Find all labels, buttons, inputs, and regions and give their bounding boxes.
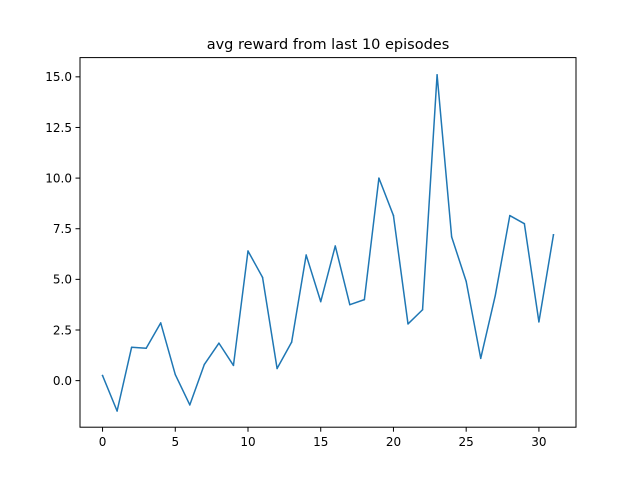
y-tick-label: 12.5 [45, 121, 72, 135]
plot-frame [79, 57, 577, 428]
x-tick-label: 15 [313, 435, 328, 449]
x-tick-label: 20 [386, 435, 401, 449]
x-tick-label: 0 [99, 435, 107, 449]
y-tick-label: 2.5 [53, 323, 72, 337]
data-point [218, 342, 220, 344]
data-point [421, 308, 424, 311]
x-tick-label: 5 [171, 435, 179, 449]
data-point [247, 250, 249, 252]
data-point [261, 276, 264, 279]
data-point [479, 357, 482, 360]
data-point [392, 214, 395, 217]
x-axis: 0 5 10 15 20 25 30 [99, 427, 547, 449]
x-tick-label: 25 [459, 435, 474, 449]
data-point [509, 214, 511, 217]
y-axis: 0.0 2.5 5.0 7.5 10.0 12.5 15.0 [45, 70, 80, 388]
chart-title: avg reward from last 10 episodes [207, 37, 450, 53]
data-point [319, 300, 322, 303]
data-point [436, 74, 438, 76]
data-point [232, 364, 235, 367]
data-point [159, 322, 162, 324]
data-point [174, 373, 177, 376]
data-point [378, 177, 380, 179]
data-point [523, 222, 526, 225]
data-point [145, 347, 147, 349]
data-point [116, 410, 118, 412]
data-point [552, 234, 555, 236]
series-line-0 [101, 74, 555, 412]
data-point [363, 298, 366, 301]
data-point [334, 245, 337, 247]
data-point [276, 367, 278, 370]
data-point [130, 346, 133, 348]
data-point [538, 321, 540, 323]
data-point [465, 280, 467, 283]
y-tick-label: 15.0 [45, 70, 72, 84]
data-point [290, 341, 293, 343]
y-tick-label: 0.0 [53, 374, 72, 388]
data-point [407, 323, 409, 325]
data-point [450, 236, 453, 238]
data-point [494, 294, 497, 297]
x-tick-label: 30 [531, 435, 546, 449]
data-point [349, 303, 351, 306]
x-tick-label: 10 [240, 435, 255, 449]
data-point [203, 363, 206, 366]
y-tick-label: 10.0 [45, 171, 72, 185]
data-point [305, 254, 307, 256]
y-tick-label: 7.5 [53, 222, 72, 236]
data-point [189, 404, 191, 406]
series-layer [101, 74, 555, 412]
y-tick-label: 5.0 [53, 273, 72, 287]
data-point [101, 374, 104, 377]
